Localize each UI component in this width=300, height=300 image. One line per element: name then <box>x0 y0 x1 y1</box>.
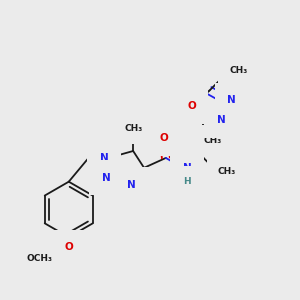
Text: N: N <box>102 173 110 183</box>
Text: CH₃: CH₃ <box>203 136 222 145</box>
Text: H: H <box>183 177 190 186</box>
Text: CH₃: CH₃ <box>218 167 236 176</box>
Text: CH₃: CH₃ <box>229 66 248 75</box>
Text: CH₃: CH₃ <box>124 124 142 133</box>
Text: N: N <box>217 115 225 125</box>
Text: N: N <box>183 163 191 173</box>
Text: O: O <box>160 133 168 143</box>
Text: O: O <box>64 242 73 252</box>
Text: OCH₃: OCH₃ <box>27 254 53 263</box>
Text: N: N <box>127 180 136 190</box>
Text: N: N <box>227 95 236 106</box>
Text: O: O <box>187 101 196 111</box>
Text: N: N <box>100 153 108 163</box>
